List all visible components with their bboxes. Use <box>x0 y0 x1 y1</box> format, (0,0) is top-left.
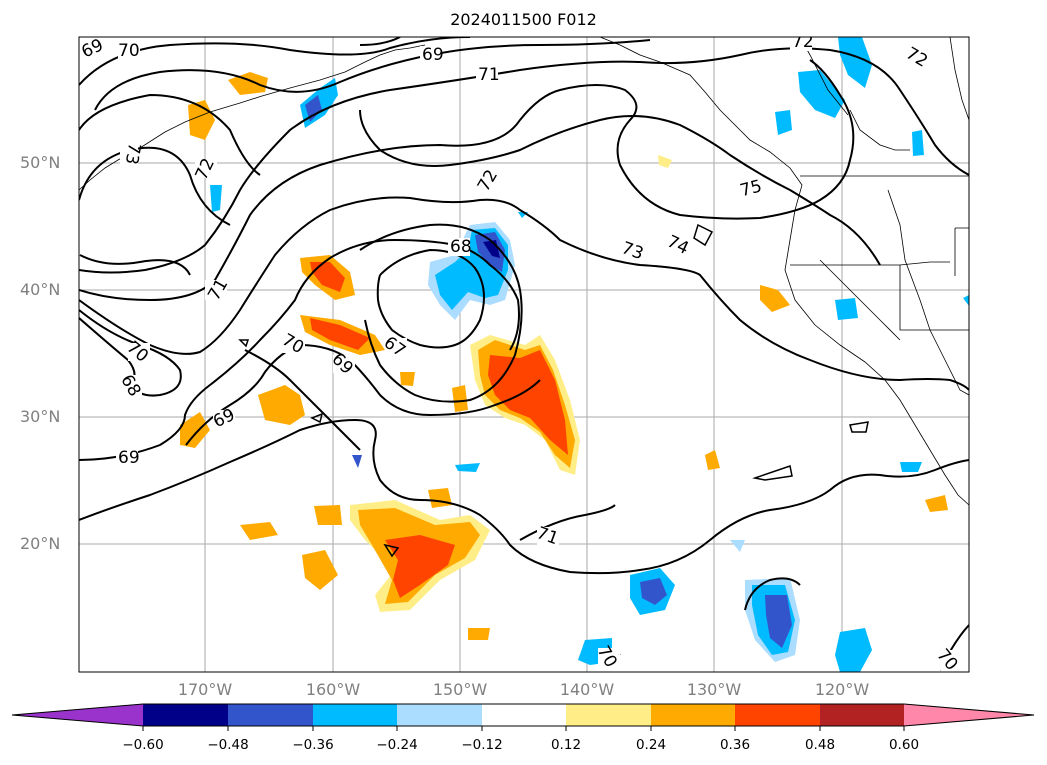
colorbar-segment <box>313 704 397 726</box>
colorbar <box>11 703 1035 731</box>
lon-label: 130°W <box>686 680 742 699</box>
lon-label: 150°W <box>432 680 488 699</box>
lon-label: 160°W <box>305 680 361 699</box>
colorbar-segment <box>482 704 566 726</box>
colorbar-tick-label: −0.12 <box>461 737 503 753</box>
map-title: 2024011500 F012 <box>450 10 597 29</box>
colorbar-segment <box>143 704 228 726</box>
colorbar-segment <box>735 704 820 726</box>
colorbar-extend-high <box>904 704 1034 726</box>
colorbar-tick-label: −0.60 <box>122 737 164 753</box>
colorbar-tick-label: 0.48 <box>804 737 836 753</box>
lat-label: 20°N <box>20 534 61 553</box>
colorbar-tick-label: 0.12 <box>550 737 582 753</box>
negative-anomaly-fills <box>210 37 969 672</box>
colorbar-segment <box>820 704 904 726</box>
contour-label: 70 <box>118 41 140 61</box>
lon-label: 140°W <box>559 680 615 699</box>
positive-anomaly-fills <box>180 72 948 640</box>
colorbar-tick-label: 0.36 <box>719 737 751 753</box>
colorbar-tick-label: −0.48 <box>207 737 249 753</box>
contour-label: 73 <box>121 141 144 166</box>
colorbar-segment <box>228 704 313 726</box>
colorbar-tick-label: −0.24 <box>376 737 418 753</box>
colorbar-segment <box>397 704 482 726</box>
colorbar-segment <box>566 704 651 726</box>
contour-label: 69 <box>422 45 444 65</box>
map-frame <box>78 36 970 673</box>
contour-label: 69 <box>118 448 140 468</box>
small-contours <box>238 223 869 558</box>
lon-label: 170°W <box>177 680 233 699</box>
colorbar-extend-low <box>12 704 143 726</box>
colorbar-segment <box>651 704 735 726</box>
contour-label: 71 <box>478 65 500 85</box>
lat-label: 30°N <box>20 407 61 426</box>
colorbar-tick-label: −0.36 <box>292 737 334 753</box>
lon-label: 120°W <box>814 680 870 699</box>
coastlines <box>79 37 969 506</box>
contour-label: 72 <box>792 32 814 52</box>
colorbar-tick-label: 0.24 <box>635 737 667 753</box>
contour-label: 68 <box>450 237 472 257</box>
colorbar-tick-label: 0.60 <box>888 737 920 753</box>
lat-label: 40°N <box>20 280 61 299</box>
lat-label: 50°N <box>20 153 61 172</box>
